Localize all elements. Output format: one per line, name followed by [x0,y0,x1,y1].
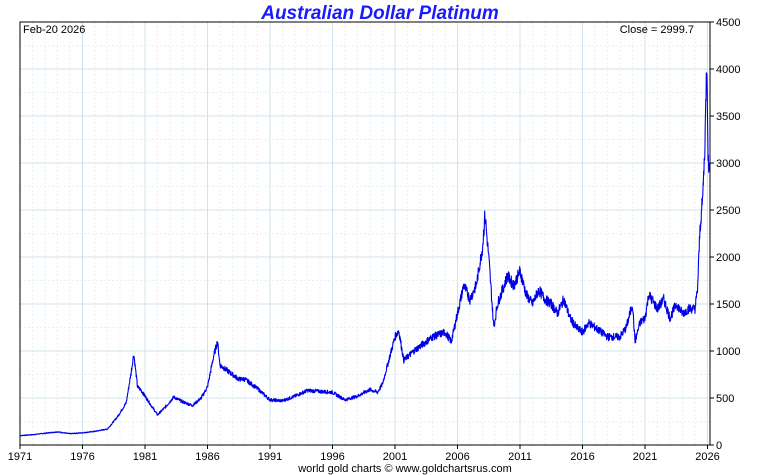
y-tick-label: 2000 [716,252,740,264]
series-line [19,72,710,437]
x-tick-label: 1991 [258,451,282,463]
plot-frame [19,21,711,446]
y-tick-label: 3500 [716,111,740,123]
x-tick-label: 1981 [133,451,157,463]
x-tick-label: 2001 [383,451,407,463]
x-tick-label: 1971 [8,451,32,463]
y-tick-label: 1000 [716,346,740,358]
y-tick-label: 1500 [716,299,740,311]
x-tick-label: 1986 [195,451,219,463]
x-tick-label: 2016 [570,451,594,463]
x-tick-label: 2006 [445,451,469,463]
y-axis: 0 500 1000 1500 2000 2500 3000 3500 4000 4500 [710,17,740,452]
chart-title: Australian Dollar Platinum [260,3,499,24]
x-tick-label: 2026 [695,451,719,463]
y-tick-label: 4500 [716,17,740,29]
x-tick-label: 1996 [320,451,344,463]
close-label: Close = 2999.7 [620,24,694,36]
credit-text: world gold charts © www.goldchartsrus.co… [297,463,512,475]
y-tick-label: 0 [716,440,722,452]
y-tick-label: 3000 [716,158,740,170]
y-tick-label: 4000 [716,64,740,76]
grid-lines [19,21,710,446]
y-tick-label: 500 [716,393,734,405]
x-tick-label: 2011 [508,451,532,463]
x-tick-label: 1976 [70,451,94,463]
x-tick-label: 2021 [633,451,657,463]
y-tick-label: 2500 [716,205,740,217]
date-label: Feb-20 2026 [23,24,85,36]
x-axis: 1971 1976 1981 1986 1991 1996 2001 2006 2011 2016… [8,445,720,463]
